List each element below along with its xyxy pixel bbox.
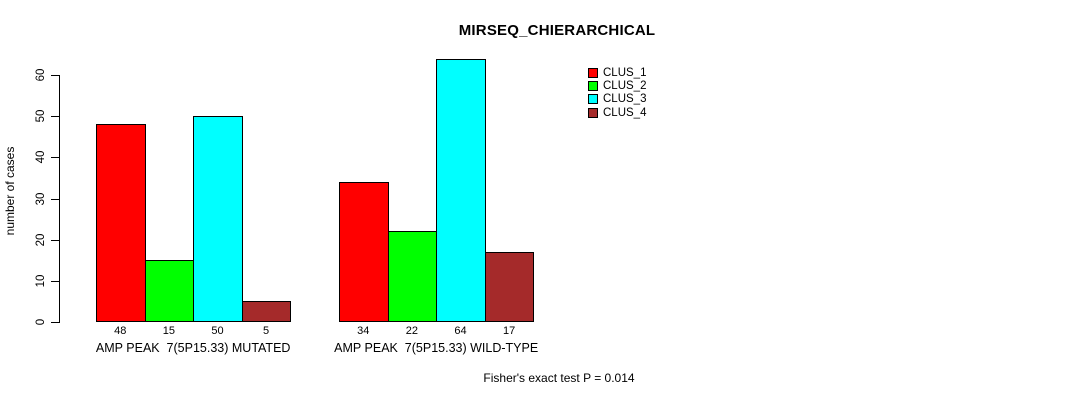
annotation-fisher-test: Fisher's exact test P = 0.014 [483,371,635,385]
bar-clus_4-group2 [484,252,535,322]
legend-item-label: CLUS_4 [603,106,647,119]
y-axis-tick [51,198,59,200]
legend-swatch-icon [588,94,598,105]
bar-clus_3-group1 [193,116,243,322]
y-axis-tick [51,322,59,323]
legend: CLUS_1 CLUS_2 CLUS_3 CLUS_4 [588,66,646,120]
legend-item-label: CLUS_2 [603,80,647,93]
bar-clus_1-group1 [96,124,146,322]
y-axis-tick-label: 30 [35,192,47,205]
legend-item-clus_1: CLUS_1 [588,66,646,79]
bar-value-label: 15 [162,325,176,337]
y-axis-tick-label: 40 [35,150,47,164]
group-label: AMP PEAK 7(5P15.33) WILD-TYPE [334,341,539,355]
legend-item-clus_2: CLUS_2 [588,79,646,92]
bar-value-label: 22 [405,325,419,337]
legend-item-label: CLUS_1 [603,66,647,79]
bar-value-label: 34 [357,325,370,337]
y-axis-tick [51,75,59,76]
bar-clus_2-group1 [144,260,195,322]
bar-value-label: 5 [263,325,270,337]
y-axis-tick-label: 60 [35,68,47,82]
y-axis-tick [51,157,59,159]
bar-value-label: 48 [114,325,127,337]
bar-clus_3-group2 [436,58,486,322]
bar-value-label: 17 [502,325,516,337]
legend-item-clus_4: CLUS_4 [588,106,646,119]
group-label: AMP PEAK 7(5P15.33) MUTATED [95,341,291,355]
y-axis-line [59,75,60,323]
bar-value-label: 64 [454,325,467,337]
bar-clus_2-group2 [387,231,438,322]
legend-swatch-icon [588,107,598,118]
legend-swatch-icon [588,81,598,92]
y-axis-tick-label: 50 [35,109,47,123]
y-axis-label: number of cases [3,146,17,236]
legend-item-clus_3: CLUS_3 [588,93,646,106]
y-axis-tick [51,280,59,282]
chart-title: MIRSEQ_CHIERARCHICAL [458,22,656,39]
legend-item-label: CLUS_3 [603,93,647,106]
y-axis-tick-label: 10 [35,274,47,288]
y-axis-tick-label: 20 [35,233,47,247]
bar-clus_4-group1 [241,301,292,322]
bar-value-label: 50 [211,325,224,337]
bar-clus_1-group2 [339,182,389,322]
y-axis-tick [51,239,59,241]
legend-swatch-icon [588,67,598,78]
y-axis-tick-label: 0 [35,318,47,326]
y-axis-tick [51,116,59,118]
